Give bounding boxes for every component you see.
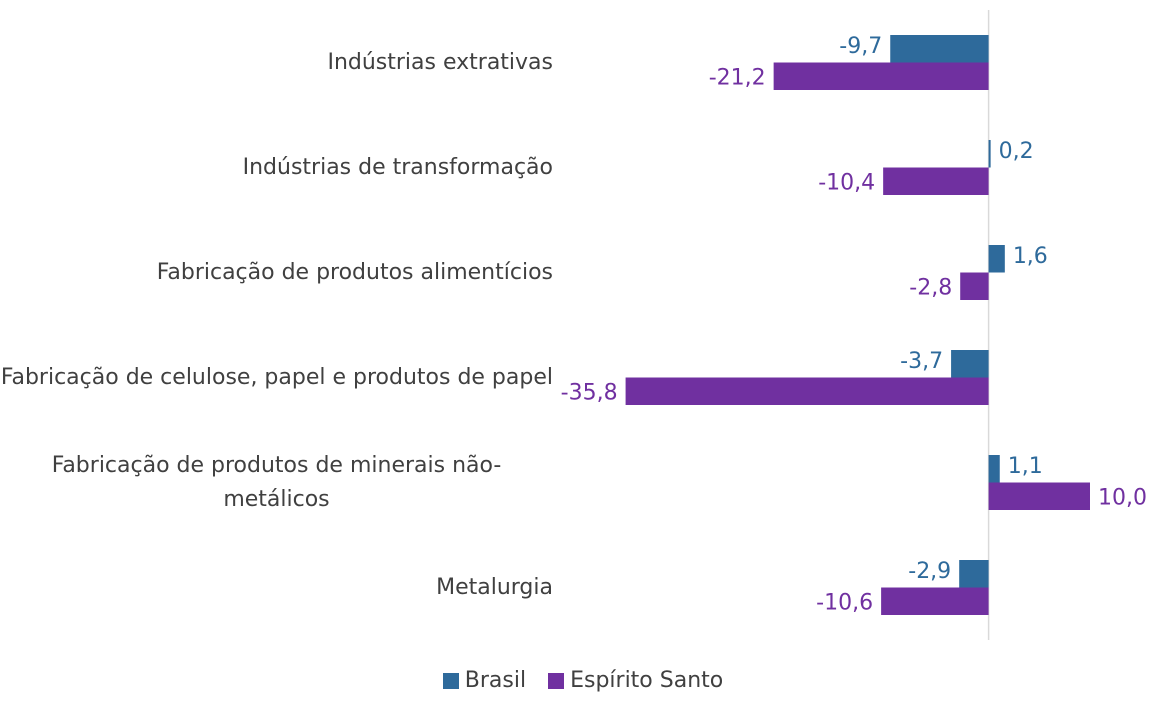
legend: Brasil Espírito Santo (0, 668, 1166, 693)
category-label: Indústrias de transformação (242, 154, 553, 180)
data-label: 1,6 (1013, 244, 1048, 269)
category-label-box: Metalurgia (0, 538, 553, 638)
bar (773, 62, 989, 90)
category-label-box: Indústrias extrativas (0, 13, 553, 113)
legend-item: Espírito Santo (548, 668, 723, 693)
data-label: 10,0 (1098, 485, 1147, 510)
legend-swatch (442, 672, 459, 689)
data-label: -35,8 (561, 380, 618, 405)
legend-label: Brasil (464, 668, 527, 693)
bar (988, 140, 991, 168)
data-label: -2,8 (909, 275, 952, 300)
bar (988, 455, 1000, 483)
category-label-box: Fabricação de celulose, papel e produtos… (0, 328, 553, 428)
bar (890, 35, 989, 63)
bar (959, 560, 989, 588)
bar (988, 245, 1005, 273)
category-label: Fabricação de celulose, papel e produtos… (0, 364, 553, 390)
category-label: Fabricação de produtos de minerais não-m… (51, 452, 502, 512)
bar (881, 587, 989, 615)
legend-label: Espírito Santo (570, 668, 724, 693)
category-label-box: Fabricação de produtos alimentícios (0, 223, 553, 323)
legend-item: Brasil (442, 668, 527, 693)
bar (988, 482, 1090, 510)
data-label: -21,2 (709, 65, 766, 90)
data-label: 0,2 (999, 139, 1034, 164)
data-label: 1,1 (1008, 454, 1043, 479)
bar (625, 377, 989, 405)
data-label: -3,7 (900, 349, 943, 374)
legend-swatch (548, 672, 565, 689)
category-label-box: Fabricação de produtos de minerais não-m… (0, 433, 553, 533)
bar (883, 167, 989, 195)
data-label: -9,7 (839, 34, 882, 59)
data-label: -10,6 (816, 590, 873, 615)
bar (951, 350, 989, 378)
data-label: -10,4 (818, 170, 875, 195)
category-label: Metalurgia (436, 574, 553, 600)
data-label: -2,9 (908, 559, 951, 584)
category-label: Fabricação de produtos alimentícios (156, 259, 553, 285)
bar (960, 272, 989, 300)
category-label: Indústrias extrativas (327, 49, 553, 75)
category-label-box: Indústrias de transformação (0, 118, 553, 218)
